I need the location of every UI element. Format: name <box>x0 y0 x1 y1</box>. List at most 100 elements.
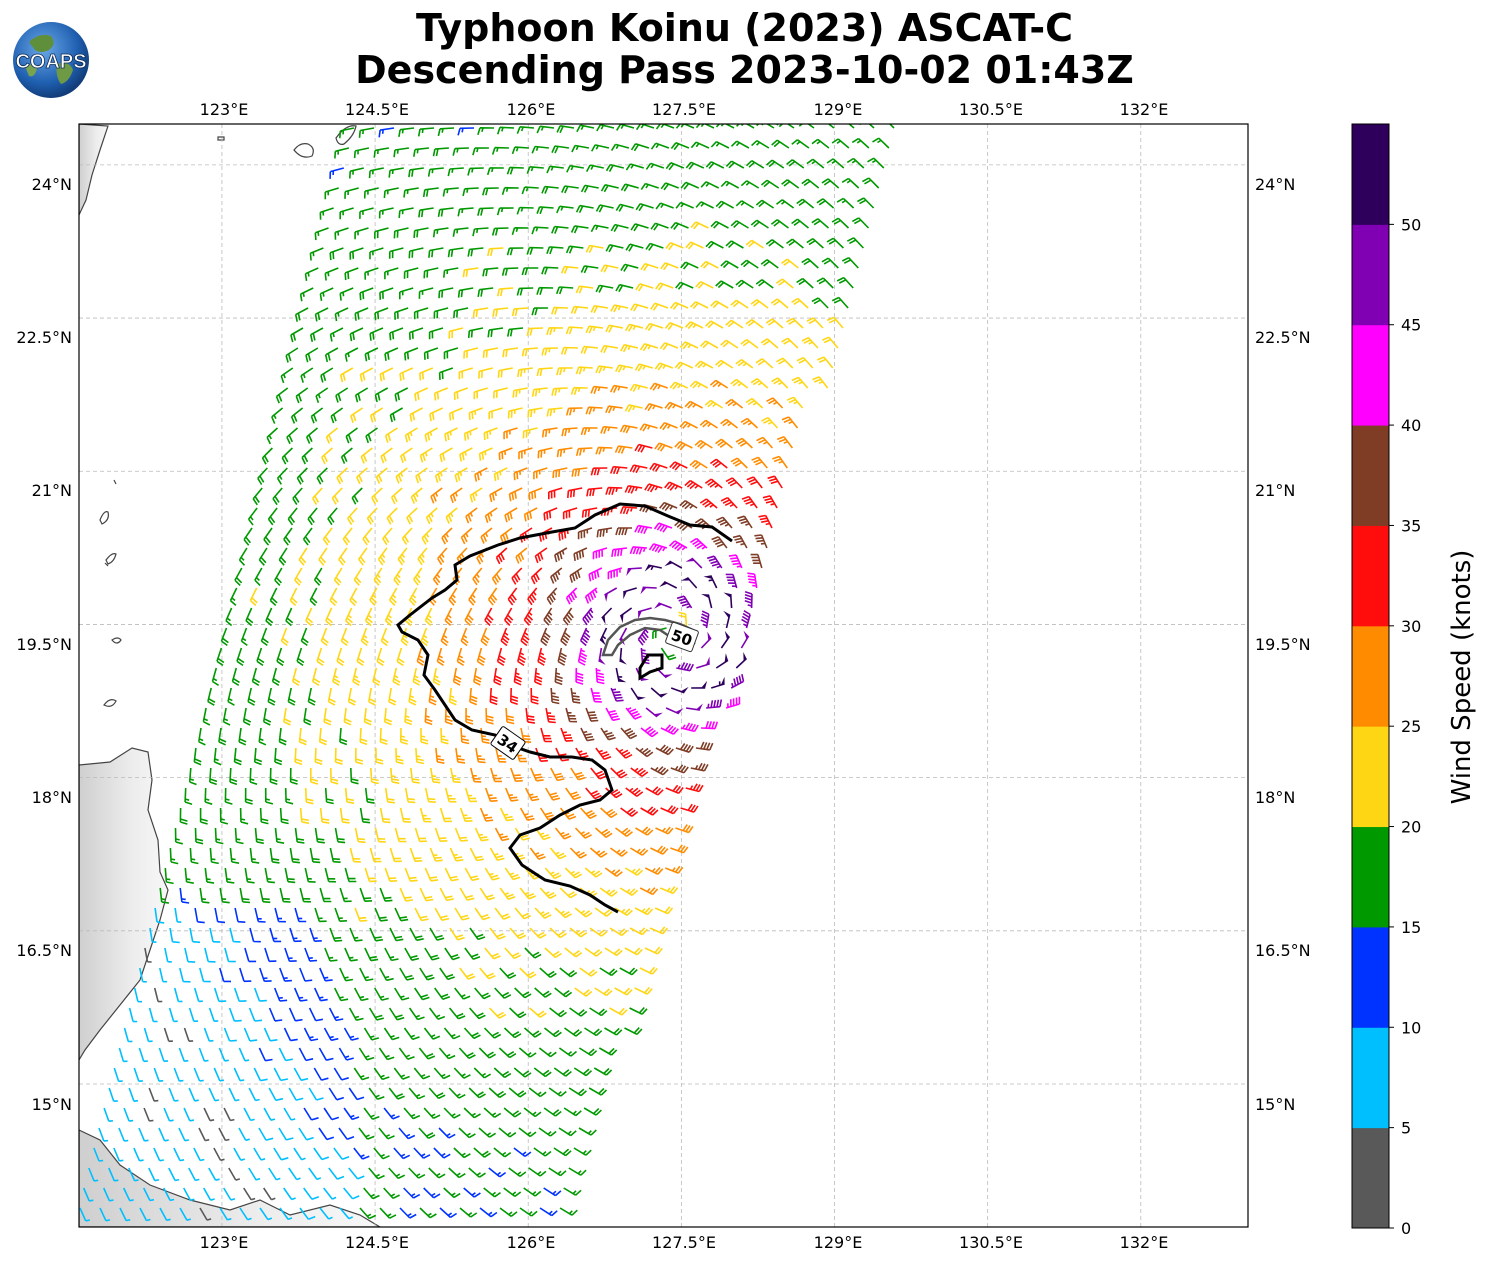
wind-barb <box>665 242 684 251</box>
wind-barb <box>473 1147 491 1158</box>
wind-barb <box>478 367 493 379</box>
wind-barb <box>417 547 428 566</box>
wind-barb <box>650 687 668 698</box>
lat-label: 19.5°N <box>1255 635 1311 654</box>
wind-barb <box>149 927 157 943</box>
wind-barb <box>826 237 844 249</box>
wind-barb <box>536 286 554 295</box>
wind-barb <box>512 387 528 398</box>
wind-barb <box>164 867 174 885</box>
wind-barb <box>619 424 638 434</box>
wind-barb <box>118 1127 129 1142</box>
wind-barb <box>274 827 285 844</box>
wind-barb <box>416 647 425 666</box>
wind-barb <box>485 707 494 725</box>
wind-barb <box>501 267 519 276</box>
wind-barb <box>378 207 394 219</box>
wind-barb <box>220 627 229 647</box>
wind-barb <box>445 507 458 524</box>
wind-barb <box>138 1047 148 1063</box>
wind-barb <box>139 967 147 983</box>
wind-barb <box>605 244 624 253</box>
wind-barb <box>791 376 809 389</box>
wind-barb <box>676 595 693 609</box>
wind-barb <box>499 527 513 544</box>
wind-barb <box>355 747 364 765</box>
wind-barb <box>499 967 517 980</box>
wind-barb <box>480 727 490 744</box>
wind-barb <box>620 727 638 740</box>
wind-barb <box>403 1187 421 1199</box>
wind-barb <box>397 547 408 566</box>
wind-barb <box>433 387 449 401</box>
wind-barb <box>888 124 895 129</box>
wind-barb <box>509 927 527 940</box>
wind-barb <box>408 587 418 606</box>
wind-barb <box>770 298 789 309</box>
wind-barb <box>238 1127 250 1142</box>
wind-barb <box>409 847 423 862</box>
wind-barb <box>412 667 421 686</box>
wind-barb <box>193 1067 204 1082</box>
wind-barb <box>339 367 354 383</box>
wind-barb <box>475 747 486 764</box>
wind-barb <box>327 507 338 526</box>
wind-barb <box>562 507 578 520</box>
wind-barb <box>248 1087 260 1102</box>
wind-barb <box>725 319 744 329</box>
wind-barb <box>515 547 528 564</box>
wind-barb <box>285 347 299 363</box>
wind-barb <box>484 607 494 626</box>
wind-barb <box>423 1027 441 1040</box>
wind-barb <box>590 144 610 152</box>
wind-barb <box>243 1027 258 1042</box>
wind-barb <box>786 396 804 409</box>
lat-labels-right: 24°N 22.5°N 21°N 19.5°N 18°N 16.5°N 15°N <box>1255 175 1311 1114</box>
wind-barb <box>373 1067 390 1081</box>
wind-barb <box>460 627 469 647</box>
wind-barb <box>644 322 664 331</box>
wind-barb <box>259 1207 273 1221</box>
wind-barb <box>700 721 719 730</box>
wind-barb <box>414 987 430 1001</box>
wind-barb <box>549 847 567 860</box>
wind-barb <box>372 667 381 686</box>
wind-barb <box>340 627 349 647</box>
wind-barb <box>249 847 260 864</box>
wind-barb <box>453 1147 471 1159</box>
wind-barb <box>786 159 805 169</box>
wind-barb <box>363 1187 380 1200</box>
wind-barb <box>659 885 679 895</box>
wind-barb <box>679 341 699 350</box>
wind-barb <box>484 787 498 802</box>
wind-barb <box>408 1167 426 1179</box>
wind-barb <box>323 1107 340 1121</box>
wind-barb <box>701 594 713 609</box>
wind-barb <box>468 587 478 606</box>
wind-barb <box>537 647 547 666</box>
wind-barb <box>709 458 728 469</box>
wind-barb <box>399 727 409 745</box>
wind-barb <box>459 447 473 462</box>
wind-barb <box>283 527 293 546</box>
wind-barb <box>503 1187 522 1198</box>
wind-barb <box>339 287 354 301</box>
wind-barb <box>536 206 554 215</box>
wind-barb <box>578 1127 597 1136</box>
wind-barb <box>585 164 604 172</box>
wind-barb <box>588 1087 608 1096</box>
wind-barb <box>684 321 704 330</box>
wind-barb <box>674 440 693 451</box>
wind-barb <box>669 301 689 310</box>
wind-barb <box>280 627 289 647</box>
wind-barb <box>609 384 628 393</box>
wind-barb <box>524 867 541 880</box>
wind-barb <box>458 367 474 380</box>
wind-barb <box>560 1228 577 1235</box>
wind-barb <box>640 182 659 191</box>
wind-barb <box>580 727 595 742</box>
colorbar-segment <box>1352 525 1389 627</box>
wind-barb <box>408 687 417 706</box>
wind-barb <box>811 138 830 149</box>
wind-barb <box>735 200 755 209</box>
